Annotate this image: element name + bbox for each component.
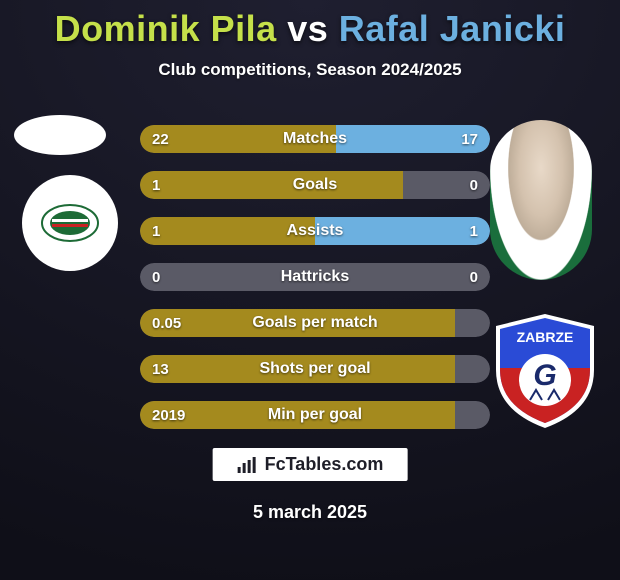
chart-icon — [237, 457, 257, 473]
stat-label: Min per goal — [140, 401, 490, 429]
stat-row: 00Hattricks — [140, 263, 490, 291]
player1-club-badge — [22, 175, 118, 271]
stat-label: Assists — [140, 217, 490, 245]
player1-name: Dominik Pila — [55, 8, 277, 49]
player2-name: Rafal Janicki — [339, 8, 566, 49]
stat-label: Goals — [140, 171, 490, 199]
stat-row: 2217Matches — [140, 125, 490, 153]
watermark-text: FcTables.com — [265, 454, 384, 475]
stat-row: 2019Min per goal — [140, 401, 490, 429]
club-badge-icon — [40, 193, 100, 253]
stat-row: 13Shots per goal — [140, 355, 490, 383]
svg-text:G: G — [533, 359, 556, 392]
stat-row: 10Goals — [140, 171, 490, 199]
player2-avatar — [490, 120, 592, 280]
stat-row: 0.05Goals per match — [140, 309, 490, 337]
stat-row: 11Assists — [140, 217, 490, 245]
page-title: Dominik Pila vs Rafal Janicki — [0, 0, 620, 50]
subtitle: Club competitions, Season 2024/2025 — [0, 60, 620, 80]
stat-label: Hattricks — [140, 263, 490, 291]
player1-avatar-placeholder — [14, 115, 106, 155]
svg-text:ZABRZE: ZABRZE — [517, 329, 574, 345]
player2-club-badge: ZABRZE G — [490, 310, 600, 430]
vs-text: vs — [287, 8, 339, 49]
club-badge-shield-icon: ZABRZE G — [490, 310, 600, 430]
date-text: 5 march 2025 — [0, 502, 620, 523]
stat-label: Shots per goal — [140, 355, 490, 383]
stat-label: Goals per match — [140, 309, 490, 337]
stat-label: Matches — [140, 125, 490, 153]
comparison-card: Dominik Pila vs Rafal Janicki Club compe… — [0, 0, 620, 580]
stats-bars: 2217Matches 10Goals 11Assists 00Hattricks 0.… — [140, 125, 490, 447]
watermark: FcTables.com — [213, 448, 408, 481]
